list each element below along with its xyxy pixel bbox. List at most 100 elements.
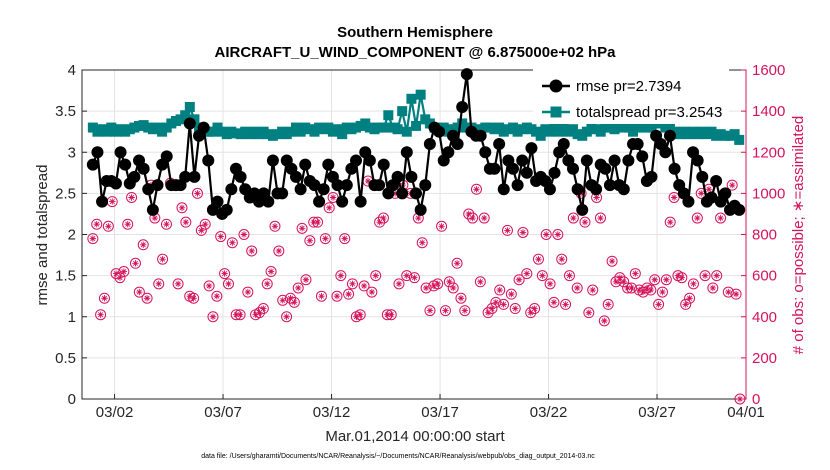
obs-possible-marker bbox=[219, 268, 231, 280]
obs-point bbox=[571, 282, 583, 294]
rmse-point bbox=[691, 154, 704, 167]
obs-possible-marker bbox=[366, 286, 378, 298]
obs-assimilated-marker bbox=[163, 221, 170, 228]
obs-possible-marker bbox=[323, 202, 335, 214]
obs-assimilated-marker bbox=[612, 278, 620, 285]
obs-point bbox=[439, 305, 451, 317]
obs-possible-marker bbox=[587, 284, 599, 296]
obs-assimilated-marker bbox=[434, 280, 441, 288]
obs-point bbox=[408, 272, 420, 284]
obs-possible-marker bbox=[501, 224, 513, 236]
legend-rmse-label: rmse pr=2.7394 bbox=[576, 78, 681, 95]
obs-possible-marker bbox=[242, 286, 254, 298]
obs-point bbox=[540, 229, 552, 240]
obs-assimilated-marker bbox=[260, 305, 267, 312]
obs-possible-marker bbox=[684, 292, 696, 304]
obs-possible-marker bbox=[222, 278, 234, 290]
obs-point bbox=[680, 298, 692, 310]
obs-assimilated-marker bbox=[531, 305, 538, 312]
obs-point bbox=[160, 218, 172, 230]
totalspread-point bbox=[392, 124, 403, 135]
obs-assimilated-marker bbox=[705, 186, 713, 193]
obs-assimilated-marker bbox=[527, 309, 534, 316]
totalspread-point bbox=[734, 134, 745, 145]
obs-point bbox=[374, 216, 386, 228]
obs-assimilated-marker bbox=[326, 204, 333, 211]
obs-point bbox=[474, 276, 486, 288]
obs-assimilated-marker bbox=[318, 292, 325, 300]
right-tick-label: 800 bbox=[752, 227, 777, 244]
rmse-point bbox=[400, 146, 413, 159]
obs-assimilated-marker bbox=[605, 301, 612, 308]
obs-assimilated-marker bbox=[341, 235, 348, 242]
rmse-point bbox=[557, 138, 570, 151]
right-axis-ticks: 0 200 400 600 800 1000 1200 1400 1600 bbox=[741, 62, 785, 408]
rmse-point bbox=[479, 146, 492, 159]
obs-assimilated-marker bbox=[217, 233, 224, 240]
obs-point bbox=[529, 303, 541, 315]
obs-possible-marker bbox=[470, 183, 482, 195]
totalspread-point bbox=[189, 114, 200, 125]
obs-point bbox=[649, 274, 661, 286]
obs-assimilated-marker bbox=[93, 221, 100, 228]
obs-point bbox=[331, 290, 343, 302]
obs-assimilated-marker bbox=[221, 270, 228, 277]
rmse-point bbox=[197, 121, 210, 134]
obs-point bbox=[532, 253, 544, 265]
obs-point bbox=[676, 272, 688, 284]
obs-possible-marker bbox=[277, 294, 289, 306]
rmse-point bbox=[520, 166, 533, 179]
legend-totalspread-marker bbox=[550, 106, 562, 118]
obs-assimilated-marker bbox=[124, 221, 131, 228]
rmse-point bbox=[659, 146, 672, 159]
obs-assimilated-marker bbox=[236, 311, 244, 318]
rmse-point bbox=[710, 175, 723, 188]
obs-assimilated-marker bbox=[636, 286, 643, 294]
left-tick-label: 3 bbox=[68, 144, 76, 161]
obs-possible-marker bbox=[498, 298, 510, 310]
obs-possible-marker bbox=[536, 270, 548, 282]
rmse-point bbox=[423, 138, 436, 151]
obs-possible-marker bbox=[618, 276, 630, 288]
rmse-point bbox=[128, 170, 141, 183]
obs-possible-marker bbox=[715, 212, 727, 224]
rmse-point bbox=[308, 179, 321, 192]
obs-assimilated-marker bbox=[151, 214, 159, 222]
obs-possible-marker bbox=[687, 278, 699, 290]
obs-assimilated-marker bbox=[667, 218, 674, 226]
obs-possible-marker bbox=[133, 286, 145, 298]
rmse-point bbox=[419, 179, 432, 192]
obs-assimilated-marker bbox=[415, 214, 422, 222]
obs-point bbox=[300, 274, 312, 286]
obs-point bbox=[118, 266, 130, 278]
rmse-point bbox=[617, 183, 630, 196]
obs-possible-marker bbox=[91, 218, 103, 230]
obs-point bbox=[114, 272, 126, 284]
obs-assimilated-marker bbox=[686, 295, 693, 302]
obs-point bbox=[257, 303, 269, 315]
obs-point bbox=[141, 292, 153, 304]
obs-assimilated-marker bbox=[438, 223, 445, 230]
data-file-footnote: data file: /Users/gharamti/Documents/NCA… bbox=[201, 453, 595, 460]
totalspread-series bbox=[87, 89, 745, 145]
obs-point bbox=[707, 282, 719, 294]
obs-possible-marker bbox=[238, 229, 250, 240]
obs-assimilated-marker bbox=[589, 286, 596, 294]
rmse-point bbox=[451, 138, 464, 151]
obs-point bbox=[242, 286, 254, 298]
rmse-point bbox=[580, 154, 593, 167]
totalspread-point bbox=[337, 129, 348, 140]
rmse-point bbox=[340, 179, 353, 192]
obs-point bbox=[284, 292, 296, 304]
left-axis-ticks: 0 0.5 1 1.5 2 2.5 3 3.5 4 bbox=[55, 62, 87, 408]
rmse-point bbox=[322, 158, 335, 171]
rmse-point bbox=[433, 125, 446, 138]
obs-point bbox=[315, 290, 327, 302]
obs-point bbox=[684, 292, 696, 304]
rmse-point bbox=[488, 162, 501, 175]
obs-assimilated-marker bbox=[450, 284, 457, 292]
obs-point bbox=[211, 290, 223, 302]
obs-possible-marker bbox=[269, 220, 281, 232]
obs-possible-marker bbox=[532, 253, 544, 265]
